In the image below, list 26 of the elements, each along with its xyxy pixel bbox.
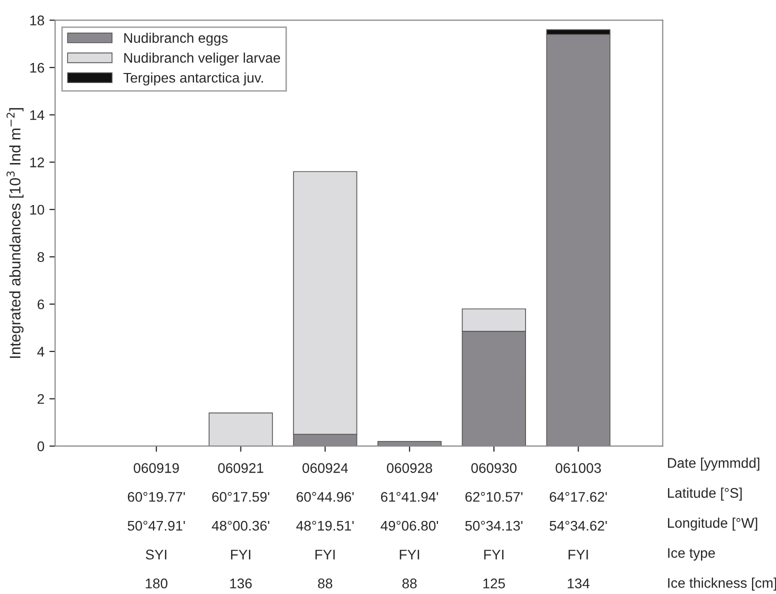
y-tick-label: 4 <box>37 346 44 356</box>
category-label: 061003 64°17.62' 54°34.62' FYI 134 <box>550 463 607 588</box>
text: Ice thickness [cm] <box>668 578 776 591</box>
y-tick-label: 8 <box>38 252 44 262</box>
category-label: 060930 62°10.57' 50°34.13' FYI 125 <box>465 463 522 588</box>
y-tick-label: 18 <box>30 16 44 26</box>
category-label: 060928 61°41.94' 49°06.80' FYI 88 <box>380 463 438 588</box>
bar <box>208 412 273 446</box>
text: Date [yymmdd] <box>668 458 760 471</box>
y-axis-title: Integrated abundances [10$^{3}$ Ind m$^{−2}$] <box>6 108 24 358</box>
legend-label: Tergipes antarctica juv. <box>123 72 263 86</box>
text: Latitude [°S] <box>668 488 742 501</box>
y-tick-label: 16 <box>30 62 44 73</box>
y-tick-label: 6 <box>38 299 44 310</box>
y-tick-label: 10 <box>30 204 44 215</box>
legend-label: Nudibranch eggs <box>124 32 228 46</box>
category-label: 060919 60°19.77' 50°47.91' SYI 180 <box>128 463 185 588</box>
legend-label: Nudibranch veliger larvae <box>124 52 280 66</box>
category-label: 060921 60°17.59' 48°00.36' FYI 136 <box>212 463 270 588</box>
y-tick-label: 14 <box>30 110 44 120</box>
y-tick-label: 2 <box>38 394 44 404</box>
category-label: 060924 60°44.96' 48°19.51' FYI 88 <box>296 463 354 588</box>
text: Ice type <box>668 548 715 561</box>
y-tick-label: 0 <box>38 441 44 452</box>
y-tick-label: 12 <box>30 157 44 168</box>
text: Longitude [°W] <box>668 518 758 531</box>
